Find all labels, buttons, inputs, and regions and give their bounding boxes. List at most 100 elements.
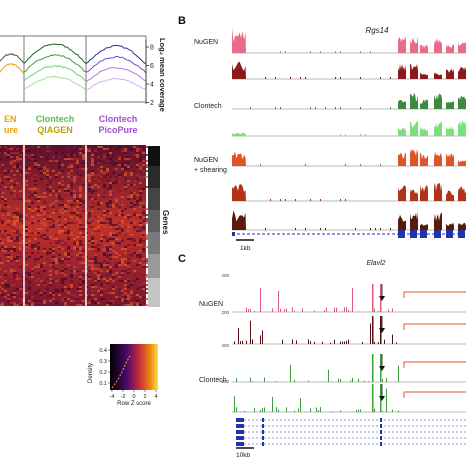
heatmap-cell bbox=[76, 172, 79, 174]
heatmap-cell bbox=[46, 150, 49, 152]
heatmap-cell bbox=[109, 220, 112, 222]
heatmap-cell bbox=[79, 192, 82, 194]
heatmap-cell bbox=[70, 294, 73, 296]
heatmap-cell bbox=[121, 294, 124, 296]
heatmap-cell bbox=[10, 240, 13, 242]
heatmap-cell bbox=[16, 218, 19, 220]
heatmap-cell bbox=[91, 196, 94, 198]
heatmap-cell bbox=[10, 154, 13, 156]
heatmap-cell bbox=[142, 288, 145, 290]
heatmap-cell bbox=[55, 282, 58, 284]
heatmap-cell bbox=[7, 170, 10, 172]
heatmap-cell bbox=[127, 266, 130, 268]
heatmap-cell bbox=[67, 226, 70, 228]
heatmap-cell bbox=[10, 284, 13, 286]
heatmap-cell bbox=[13, 268, 16, 270]
heatmap-cell bbox=[10, 270, 13, 272]
heatmap-cell bbox=[106, 174, 109, 176]
track-signal bbox=[362, 341, 363, 344]
heatmap-cell bbox=[103, 162, 106, 164]
heatmap-cell bbox=[118, 232, 121, 234]
heatmap-cell bbox=[70, 274, 73, 276]
heatmap-cell bbox=[67, 258, 70, 260]
heatmap-cell bbox=[82, 270, 85, 272]
heatmap-cell bbox=[13, 250, 16, 252]
heatmap-cell bbox=[34, 156, 37, 158]
track-signal bbox=[348, 339, 349, 344]
heatmap-cell bbox=[46, 208, 49, 210]
heatmap-cell bbox=[73, 210, 76, 212]
heatmap-cell bbox=[127, 166, 130, 168]
heatmap-cell bbox=[25, 184, 28, 186]
heatmap-cell bbox=[10, 160, 13, 162]
heatmap-cell bbox=[16, 156, 19, 158]
heatmap-cell bbox=[34, 192, 37, 194]
heatmap-cell bbox=[115, 256, 118, 258]
heatmap-cell bbox=[109, 150, 112, 152]
heatmap-cell bbox=[130, 284, 133, 286]
heatmap-cell bbox=[109, 206, 112, 208]
heatmap-cell bbox=[67, 256, 70, 258]
heatmap-cell bbox=[115, 204, 118, 206]
heatmap-cell bbox=[13, 288, 16, 290]
heatmap-cell bbox=[136, 156, 139, 158]
heatmap-cell bbox=[97, 216, 100, 218]
heatmap-cell bbox=[145, 274, 148, 276]
heatmap-cell bbox=[118, 280, 121, 282]
heatmap-cell bbox=[124, 172, 127, 174]
heatmap-cell bbox=[142, 266, 145, 268]
heatmap-cell bbox=[7, 152, 10, 154]
heatmap-cell bbox=[79, 224, 82, 226]
heatmap-cell bbox=[103, 288, 106, 290]
heatmap-cell bbox=[136, 228, 139, 230]
track-noise bbox=[345, 199, 346, 201]
heatmap-cell bbox=[61, 288, 64, 290]
density-curve bbox=[111, 355, 131, 389]
heatmap-cell bbox=[16, 292, 19, 294]
heatmap-cell bbox=[49, 292, 52, 294]
heatmap-cell bbox=[133, 184, 136, 186]
track-noise bbox=[275, 107, 276, 109]
heatmap-cell bbox=[94, 264, 97, 266]
heatmap-cell bbox=[88, 198, 91, 200]
heatmap-cell bbox=[130, 290, 133, 292]
heatmap-cell bbox=[121, 172, 124, 174]
heatmap-cell bbox=[127, 278, 130, 280]
heatmap-cell bbox=[4, 204, 7, 206]
heatmap-cell bbox=[25, 198, 28, 200]
heatmap-cell bbox=[121, 236, 124, 238]
heatmap-cell bbox=[67, 188, 70, 190]
heatmap-cell bbox=[103, 214, 106, 216]
heatmap-cell bbox=[97, 290, 100, 292]
heatmap-cell bbox=[91, 238, 94, 240]
heatmap-cell bbox=[142, 228, 145, 230]
heatmap-cell bbox=[91, 172, 94, 174]
heatmap-cell bbox=[94, 216, 97, 218]
heatmap-cell bbox=[55, 242, 58, 244]
heatmap-cell bbox=[76, 242, 79, 244]
heatmap-cell bbox=[61, 184, 64, 186]
heatmap-cell bbox=[31, 212, 34, 214]
heatmap-cell bbox=[61, 180, 64, 182]
heatmap-cell bbox=[121, 196, 124, 198]
track-noise bbox=[380, 164, 381, 166]
heatmap-cell bbox=[97, 194, 100, 196]
track-signal bbox=[244, 410, 245, 412]
heatmap-cell bbox=[145, 164, 148, 166]
heatmap-cell bbox=[13, 272, 16, 274]
heatmap-cell bbox=[19, 158, 22, 160]
heatmap-cell bbox=[16, 182, 19, 184]
heatmap-cell bbox=[70, 200, 73, 202]
heatmap-cell bbox=[34, 198, 37, 200]
track-noise bbox=[305, 228, 306, 230]
heatmap-cell bbox=[121, 270, 124, 272]
heatmap-cell bbox=[133, 154, 136, 156]
coverage-curve bbox=[0, 63, 25, 75]
heatmap-cell bbox=[13, 232, 16, 234]
heatmap-cell bbox=[67, 166, 70, 168]
heatmap-cell bbox=[4, 152, 7, 154]
heatmap-cell bbox=[142, 226, 145, 228]
heatmap-cell bbox=[121, 204, 124, 206]
heatmap-cell bbox=[16, 304, 19, 306]
heatmap-cell bbox=[58, 168, 61, 170]
